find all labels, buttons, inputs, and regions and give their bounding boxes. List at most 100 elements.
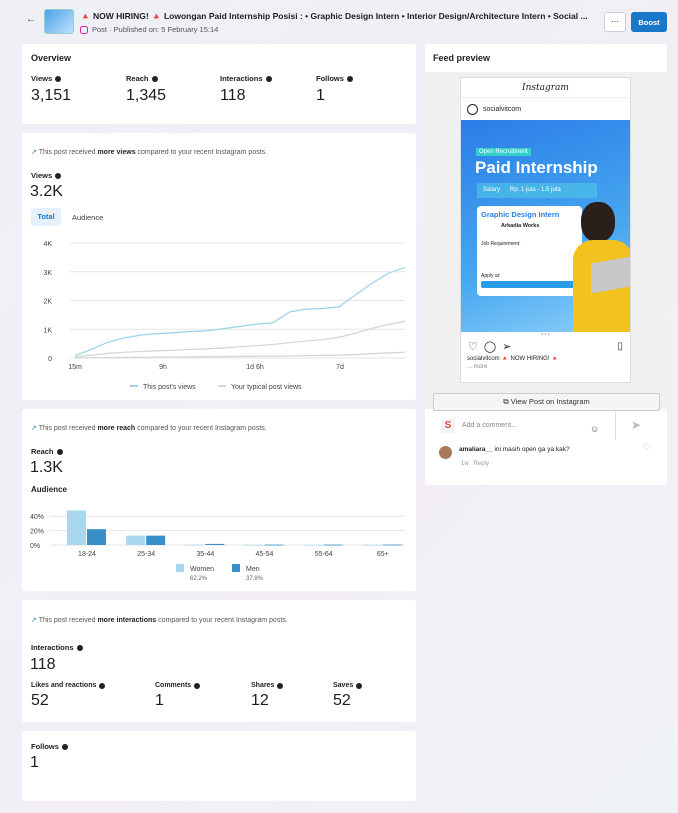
info-icon[interactable] <box>76 644 83 651</box>
bar <box>185 544 205 546</box>
img-salary: Rp. 1 juta - 1.5 juta <box>510 187 561 193</box>
series-line <box>74 266 406 357</box>
post-thumbnail <box>44 9 74 34</box>
metric-label: Saves <box>333 682 354 689</box>
note-bold: more interactions <box>97 617 157 624</box>
img-salary-label: Salary <box>483 187 501 193</box>
metric-label: Likes and reactions <box>31 682 97 689</box>
tab-audience[interactable]: Audience <box>72 213 104 222</box>
x-tick-label: 7d <box>336 364 344 371</box>
comment-text: ini masih open ga ya kak? <box>494 446 570 453</box>
x-tick-label: 1d 6h <box>246 364 264 371</box>
share-icon[interactable]: ➢ <box>502 341 512 353</box>
boost-button[interactable]: Boost <box>631 12 667 32</box>
y-tick-label: 2K <box>43 299 52 306</box>
metric-value: 12 <box>251 692 269 709</box>
y-tick-label: 4K <box>43 241 52 248</box>
img-badge: Open Recruitment <box>476 148 531 156</box>
x-tick-label: 18-24 <box>78 551 96 558</box>
send-icon[interactable]: ➤ <box>631 418 642 432</box>
info-icon[interactable] <box>356 682 363 689</box>
bar <box>126 535 146 545</box>
x-tick-label: 65+ <box>377 551 389 558</box>
x-tick-label: 15m <box>68 364 82 371</box>
trend-up-icon: ↗ <box>31 149 37 156</box>
info-icon[interactable] <box>277 682 284 689</box>
legend-label: Men <box>246 566 260 573</box>
page-avatar: S <box>441 419 455 433</box>
views-value: 3.2K <box>30 183 63 200</box>
follows-value: 1 <box>30 754 39 771</box>
follows-label: Follows <box>31 742 59 751</box>
bookmark-icon[interactable]: ▯ <box>617 341 623 352</box>
views-label: Views <box>31 171 53 180</box>
info-icon[interactable] <box>55 75 62 82</box>
legend-label: Your typical post views <box>231 384 302 391</box>
emoji-icon[interactable]: ☺ <box>590 424 600 434</box>
metric-value: 1 <box>316 87 325 104</box>
y-tick-label: 40% <box>30 514 44 521</box>
info-icon[interactable] <box>265 75 272 82</box>
tab-total[interactable]: Total <box>31 208 61 226</box>
x-tick-label: 35-44 <box>196 551 214 558</box>
metric-value: 1 <box>155 692 164 709</box>
heart-icon[interactable]: ♡ <box>468 341 478 353</box>
interactions-value: 118 <box>30 656 56 673</box>
legend-label: This post's views <box>143 384 196 391</box>
trend-up-icon: ↗ <box>31 617 37 624</box>
comment-reply-link[interactable]: Reply <box>473 461 490 467</box>
metric-label: Shares <box>251 682 275 689</box>
legend-share: 37.8% <box>246 576 264 582</box>
view-post-label: View Post on Instagram <box>510 397 590 406</box>
bar <box>67 510 86 545</box>
metric-label: Comments <box>155 682 192 689</box>
info-icon[interactable] <box>56 448 63 455</box>
bar <box>264 544 284 546</box>
follows-card: Follows 1 <box>22 731 416 801</box>
info-icon[interactable] <box>194 682 201 689</box>
post-username[interactable]: socialvitcom <box>483 105 522 113</box>
arrow-left-icon[interactable]: ← <box>26 14 36 25</box>
info-icon[interactable] <box>61 743 68 750</box>
bar <box>87 529 106 545</box>
y-tick-label: 0% <box>30 543 40 550</box>
more-button[interactable]: ··· <box>604 12 626 32</box>
overview-metric: Reach 1,345 <box>126 74 166 105</box>
comment-username[interactable]: amaliara__ <box>459 446 493 453</box>
info-icon[interactable] <box>99 682 106 689</box>
views-line-chart: 0 1K 2K 3K 4K 15m 9h 1d 6h 7d This post's views Yo… <box>43 241 406 391</box>
legend-share: 62.2% <box>190 576 208 582</box>
info-icon[interactable] <box>151 75 158 82</box>
metric-label: Views <box>31 74 53 83</box>
note-text-end: compared to your recent Instagram posts. <box>135 149 268 156</box>
note-text: This post received <box>38 149 98 156</box>
info-icon[interactable] <box>55 172 62 179</box>
metric-value: 52 <box>333 692 351 709</box>
img-company: Arkadia Works <box>501 223 540 229</box>
overview-metric: Interactions 118 <box>220 74 272 105</box>
views-card: ↗ This post received more views compared… <box>22 133 416 400</box>
caption-more-link[interactable]: ... more <box>467 364 488 370</box>
instagram-logo: Instagram <box>461 78 630 98</box>
caption-text: 🔺 NOW HIRING! 🔺 <box>501 356 559 362</box>
view-post-button[interactable]: ⧉ View Post on Instagram <box>433 393 660 411</box>
audience-bar-chart: 0% 20% 40% 18-24 25-34 35-44 45-54 55-64 65+ Wome… <box>30 510 405 582</box>
metric-label: Follows <box>316 74 344 83</box>
overview-card: Overview Views 3,151 Reach 1,345 Interaction… <box>22 44 416 124</box>
info-icon[interactable] <box>346 75 353 82</box>
interaction-metric: Shares 12 <box>251 682 284 710</box>
person-photo <box>581 202 615 242</box>
img-req: Job Requirement: <box>481 241 521 247</box>
img-role: Graphic Design Intern <box>481 210 560 219</box>
caption-username[interactable]: socialvitcom <box>467 356 500 362</box>
metric-value: 3,151 <box>31 87 72 104</box>
like-comment-icon[interactable]: ♡ <box>643 442 652 452</box>
comment-icon[interactable]: ◯ <box>483 341 497 353</box>
x-tick-label: 45-54 <box>256 551 274 558</box>
img-apply: Apply at: <box>481 273 501 279</box>
legend-swatch <box>232 564 240 572</box>
comment-input[interactable]: Add a comment... <box>462 422 517 429</box>
y-tick-label: 3K <box>43 270 52 277</box>
x-tick-label: 25-34 <box>137 551 155 558</box>
post-title: 🔺 NOW HIRING! 🔺 Lowongan Paid Internship… <box>80 11 588 21</box>
